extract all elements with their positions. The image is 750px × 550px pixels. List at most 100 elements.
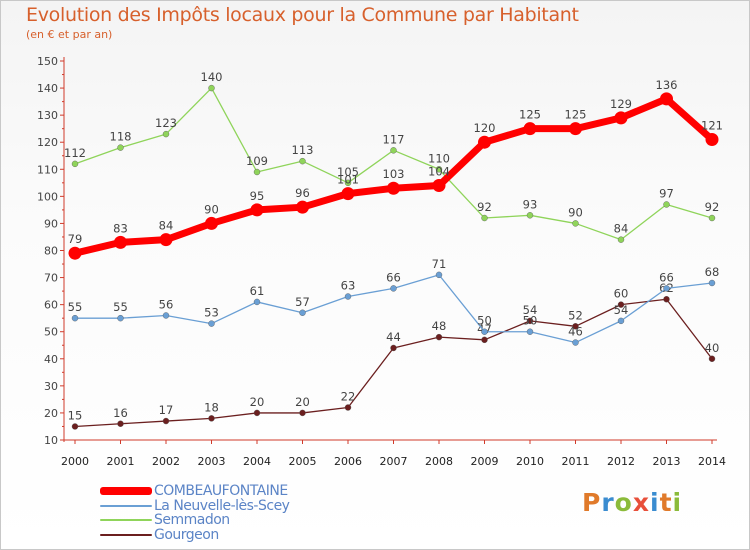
data-point-la-neuvelle-l-s-scey — [344, 293, 352, 300]
logo-letter: i — [672, 488, 683, 517]
data-label-combeaufontaine: 121 — [701, 119, 723, 133]
data-point-semmadon — [663, 201, 670, 208]
data-point-combeaufontaine — [569, 122, 582, 136]
data-label-semmadon: 105 — [337, 165, 359, 179]
data-point-gourgeon — [435, 333, 443, 341]
logo-letter: x — [632, 488, 650, 517]
data-label-semmadon: 93 — [523, 197, 538, 211]
logo-letter: o — [614, 488, 633, 517]
y-tick-label: 10 — [44, 434, 58, 447]
logo-letter: i — [650, 488, 660, 517]
x-tick-label: 2009 — [471, 455, 499, 468]
data-point-combeaufontaine — [250, 203, 264, 217]
y-tick-label: 50 — [44, 326, 58, 339]
data-label-gourgeon: 44 — [386, 330, 401, 344]
y-tick-label: 20 — [44, 407, 58, 420]
data-point-gourgeon — [117, 420, 124, 427]
x-tick-label: 2000 — [61, 455, 89, 468]
y-tick-label: 70 — [44, 272, 58, 285]
legend-item: Semmadon — [100, 513, 289, 528]
data-label-semmadon: 84 — [614, 222, 629, 236]
data-point-la-neuvelle-l-s-scey — [481, 328, 488, 335]
data-point-semmadon — [481, 214, 488, 222]
data-point-semmadon — [708, 214, 716, 222]
proxiti-logo: Proxiti — [582, 488, 682, 517]
x-tick-label: 2004 — [243, 455, 271, 468]
data-label-combeaufontaine: 96 — [295, 186, 310, 200]
data-label-gourgeon: 48 — [432, 319, 447, 333]
data-point-gourgeon — [208, 415, 215, 422]
data-label-gourgeon: 15 — [68, 408, 83, 422]
data-label-la-neuvelle-l-s-scey: 55 — [68, 300, 83, 314]
x-tick-label: 2013 — [653, 455, 681, 468]
data-point-la-neuvelle-l-s-scey — [435, 271, 443, 279]
data-label-gourgeon: 18 — [204, 400, 219, 414]
data-point-semmadon — [390, 147, 397, 154]
data-label-la-neuvelle-l-s-scey: 66 — [659, 270, 674, 284]
data-label-gourgeon: 54 — [523, 303, 538, 317]
data-point-semmadon — [253, 168, 261, 176]
x-tick-label: 2003 — [198, 455, 226, 468]
x-tick-label: 2002 — [152, 455, 180, 468]
data-point-la-neuvelle-l-s-scey — [71, 314, 79, 322]
data-point-la-neuvelle-l-s-scey — [572, 339, 579, 346]
data-point-la-neuvelle-l-s-scey — [390, 285, 397, 292]
data-point-semmadon — [162, 130, 170, 138]
data-label-la-neuvelle-l-s-scey: 71 — [432, 257, 447, 271]
data-label-semmadon: 123 — [155, 116, 177, 130]
data-label-gourgeon: 20 — [295, 395, 310, 409]
data-label-combeaufontaine: 104 — [428, 165, 450, 179]
data-point-gourgeon — [344, 404, 352, 411]
data-label-combeaufontaine: 101 — [337, 173, 359, 187]
data-label-combeaufontaine: 103 — [383, 167, 405, 181]
logo-letter: r — [601, 488, 615, 517]
data-label-la-neuvelle-l-s-scey: 56 — [159, 297, 174, 311]
legend-swatch — [100, 504, 152, 507]
legend-swatch — [100, 519, 152, 522]
y-tick-label: 110 — [37, 163, 58, 176]
legend-label: COMBEAUFONTAINE — [154, 483, 288, 500]
data-label-semmadon: 140 — [201, 70, 223, 84]
legend-swatch — [100, 533, 152, 536]
data-label-la-neuvelle-l-s-scey: 50 — [477, 314, 492, 328]
legend-item: COMBEAUFONTAINE — [100, 484, 289, 499]
data-point-semmadon — [344, 179, 352, 187]
data-label-la-neuvelle-l-s-scey: 53 — [204, 306, 219, 320]
data-point-semmadon — [572, 220, 579, 227]
data-point-combeaufontaine — [296, 200, 309, 214]
data-label-la-neuvelle-l-s-scey: 46 — [568, 325, 583, 339]
data-label-la-neuvelle-l-s-scey: 57 — [295, 295, 310, 309]
data-label-semmadon: 109 — [246, 154, 268, 168]
data-label-gourgeon: 16 — [113, 406, 128, 420]
data-point-gourgeon — [526, 317, 534, 325]
data-label-combeaufontaine: 125 — [519, 108, 541, 122]
x-tick-label: 2005 — [289, 455, 317, 468]
data-label-la-neuvelle-l-s-scey: 66 — [386, 270, 401, 284]
data-point-semmadon — [617, 236, 625, 243]
data-point-gourgeon — [253, 409, 261, 417]
data-point-combeaufontaine — [114, 235, 127, 249]
legend-label: Semmadon — [154, 512, 230, 529]
data-point-semmadon — [117, 144, 124, 151]
data-point-gourgeon — [71, 423, 79, 430]
data-label-gourgeon: 60 — [614, 287, 629, 301]
y-tick-label: 60 — [44, 299, 58, 312]
x-tick-label: 2008 — [425, 455, 453, 468]
data-point-semmadon — [299, 157, 306, 165]
data-label-gourgeon: 52 — [568, 308, 583, 322]
x-tick-label: 2010 — [516, 455, 544, 468]
data-label-gourgeon: 17 — [159, 403, 174, 417]
data-point-combeaufontaine — [705, 133, 719, 147]
data-point-combeaufontaine — [660, 92, 673, 106]
logo-letter: P — [582, 488, 602, 517]
data-label-gourgeon: 20 — [250, 395, 265, 409]
data-point-gourgeon — [299, 409, 306, 417]
data-point-combeaufontaine — [159, 233, 173, 247]
data-label-la-neuvelle-l-s-scey: 61 — [250, 284, 265, 298]
y-tick-label: 30 — [44, 380, 58, 393]
data-point-combeaufontaine — [68, 246, 82, 260]
data-label-combeaufontaine: 95 — [250, 189, 265, 203]
data-point-combeaufontaine — [523, 122, 537, 136]
data-label-semmadon: 97 — [659, 186, 674, 200]
data-label-semmadon: 92 — [477, 200, 492, 214]
